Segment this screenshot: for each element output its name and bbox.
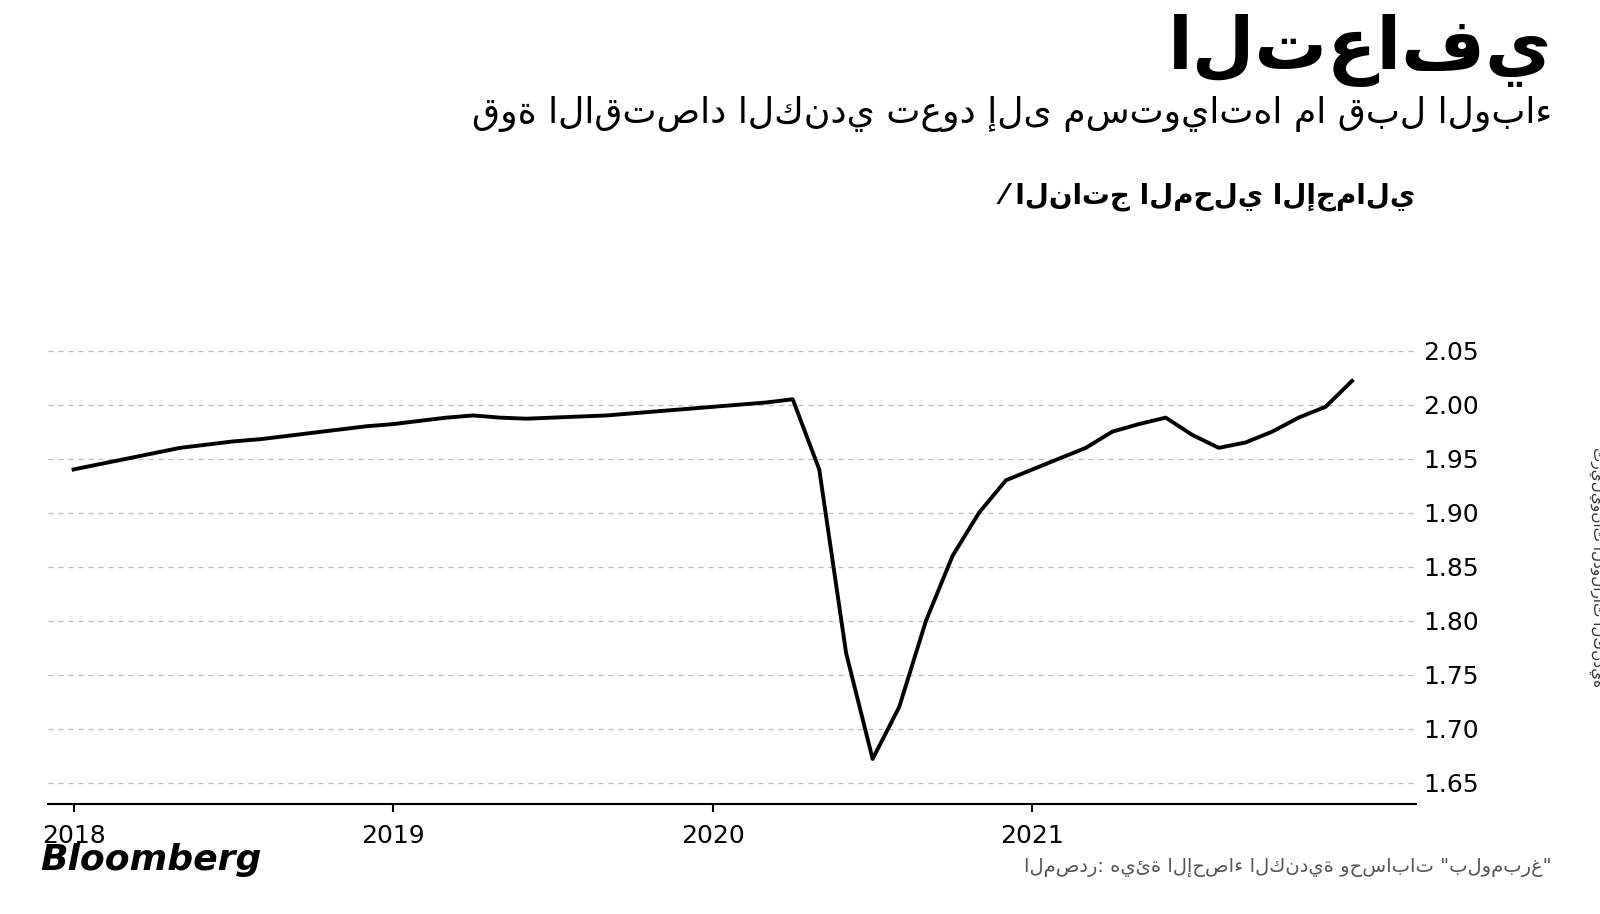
Text: تريليونات الدولارات الكندية: تريليونات الدولارات الكندية	[1589, 447, 1600, 686]
Text: Bloomberg: Bloomberg	[40, 844, 261, 877]
Text: المصدر: هيئة الإحصاء الكندية وحسابات "بلومبرغ": المصدر: هيئة الإحصاء الكندية وحسابات "بل…	[1024, 858, 1552, 877]
Text: قوة الاقتصاد الكندي تعود إلى مستوياتها ما قبل الوباء: قوة الاقتصاد الكندي تعود إلى مستوياتها م…	[472, 96, 1552, 132]
Text: التعافي: التعافي	[1168, 14, 1552, 87]
Text: ⁄ الناتج المحلي الإجمالي: ⁄ الناتج المحلي الإجمالي	[1002, 182, 1416, 211]
